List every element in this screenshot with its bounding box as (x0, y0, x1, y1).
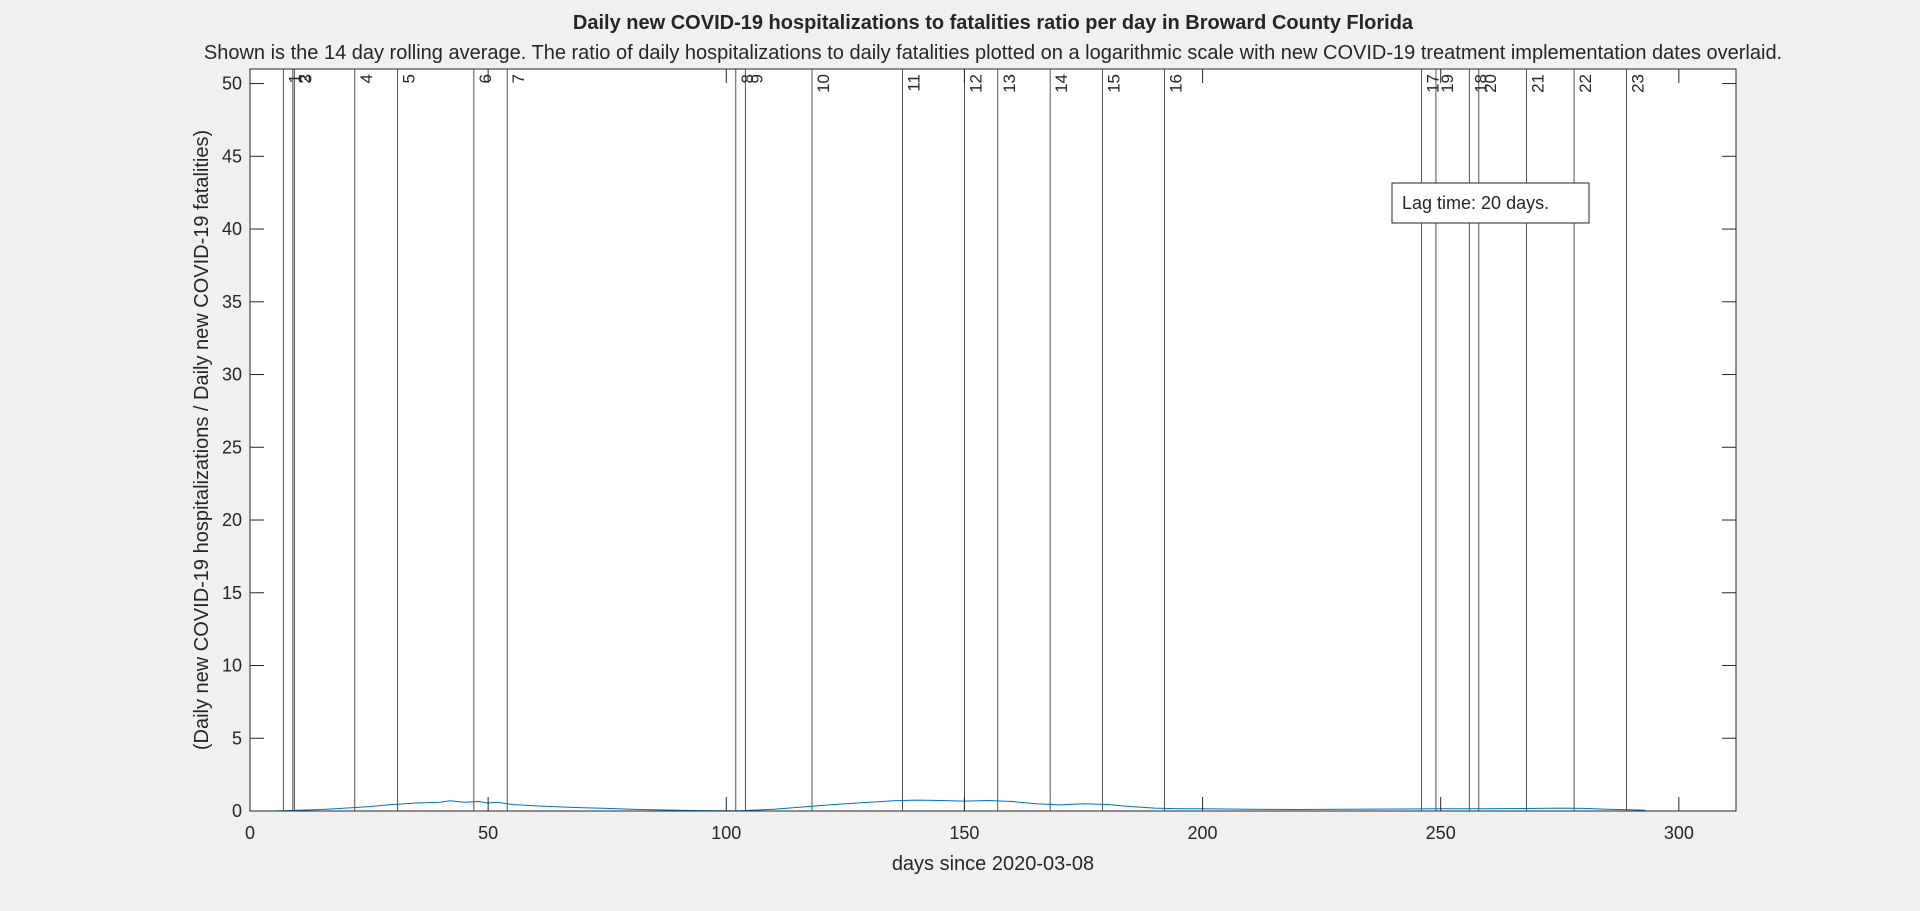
event-label-20: 20 (1481, 74, 1500, 93)
event-label-4: 4 (357, 74, 376, 83)
event-label-21: 21 (1528, 74, 1547, 93)
chart-subtitle: Shown is the 14 day rolling average. The… (204, 42, 1782, 64)
y-tick-label-10: 10 (222, 656, 242, 676)
axes-box (249, 68, 1737, 812)
y-tick-label-25: 25 (222, 437, 242, 457)
event-label-5: 5 (400, 74, 419, 83)
y-tick-label-40: 40 (222, 219, 242, 239)
event-label-11: 11 (905, 74, 924, 92)
x-tick-label-250: 250 (1426, 823, 1456, 843)
x-tick-label-0: 0 (245, 823, 255, 843)
event-label-18: 18 (1471, 74, 1490, 93)
y-axis-label: (Daily new COVID-19 hospitalizations / D… (191, 130, 213, 750)
event-label-15: 15 (1105, 74, 1124, 93)
event-label-22: 22 (1576, 74, 1595, 93)
event-label-10: 10 (814, 74, 833, 93)
y-tick-label-50: 50 (222, 74, 242, 94)
chart-title: Daily new COVID-19 hospitalizations to f… (573, 12, 1414, 34)
x-tick-label-300: 300 (1664, 823, 1694, 843)
event-label-9: 9 (747, 74, 766, 83)
y-tick-label-30: 30 (222, 365, 242, 385)
x-tick-label-200: 200 (1188, 823, 1218, 843)
event-label-17: 17 (1424, 74, 1443, 93)
plot-area (250, 69, 1736, 811)
x-tick-label-150: 150 (949, 823, 979, 843)
series-layer (250, 799, 1646, 812)
y-tick-label-20: 20 (222, 510, 242, 530)
event-label-3: 3 (296, 74, 315, 83)
series-line-0 (250, 799, 1646, 812)
event-label-19: 19 (1438, 74, 1457, 93)
event-label-12: 12 (966, 74, 985, 93)
x-tick-label-50: 50 (478, 823, 498, 843)
x-tick-label-100: 100 (711, 823, 741, 843)
annotation-box (1391, 182, 1590, 224)
event-label-16: 16 (1166, 74, 1185, 93)
event-label-14: 14 (1052, 74, 1071, 93)
y-tick-label-0: 0 (232, 801, 242, 821)
event-label-13: 13 (1000, 74, 1019, 93)
event-label-2: 2 (295, 74, 314, 83)
event-label-1: 1 (285, 74, 304, 83)
event-label-8: 8 (738, 74, 757, 83)
y-tick-label-45: 45 (222, 146, 242, 166)
x-axis-label: days since 2020-03-08 (892, 853, 1094, 875)
event-label-6: 6 (476, 74, 495, 83)
event-label-23: 23 (1628, 74, 1647, 93)
y-tick-label-15: 15 (222, 583, 242, 603)
y-tick-label-35: 35 (222, 292, 242, 312)
event-label-7: 7 (509, 74, 528, 83)
annotation-text: Lag time: 20 days. (1402, 193, 1549, 213)
y-tick-label-5: 5 (232, 728, 242, 748)
